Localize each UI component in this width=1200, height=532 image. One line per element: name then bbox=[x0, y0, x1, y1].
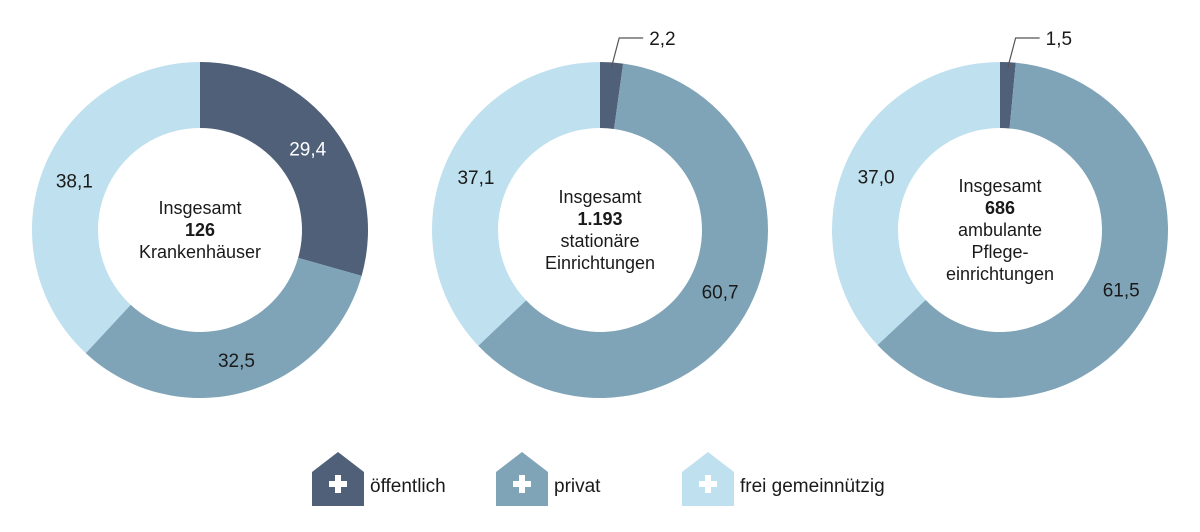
center-text-line: Pflege- bbox=[971, 242, 1028, 262]
slice-frei-gemeinnuetzig bbox=[832, 62, 1000, 346]
slice-value-label: 29,4 bbox=[289, 140, 326, 161]
slice-value-label: 2,2 bbox=[649, 29, 675, 50]
center-text-line: Insgesamt bbox=[158, 198, 241, 218]
donut-2: 2,2 60,7 37,1 Insgesamt1.193stationäreEinri… bbox=[432, 29, 769, 399]
center-text-line: stationäre bbox=[560, 231, 639, 251]
slice-value-label: 38,1 bbox=[56, 172, 93, 193]
center-total-value: 126 bbox=[185, 220, 215, 240]
slice-value-label: 60,7 bbox=[702, 283, 739, 304]
legend-item-oeffentlich: öffentlich bbox=[312, 452, 446, 506]
plus-icon bbox=[335, 475, 341, 493]
legend-item-frei-gemeinnuetzig: frei gemeinnützig bbox=[682, 452, 885, 506]
center-text-line: Insgesamt bbox=[958, 176, 1041, 196]
center-total-value: 686 bbox=[985, 198, 1015, 218]
center-text-line: einrichtungen bbox=[946, 264, 1054, 284]
leader-line bbox=[1007, 37, 1040, 69]
slice-privat bbox=[85, 257, 362, 398]
center-total-value: 1.193 bbox=[577, 209, 622, 229]
slice-value-label: 37,0 bbox=[858, 167, 895, 188]
center-text-line: Insgesamt bbox=[558, 187, 641, 207]
slice-oeffentlich bbox=[600, 62, 624, 129]
center-text-line: Einrichtungen bbox=[545, 253, 655, 273]
slice-privat bbox=[478, 63, 769, 399]
slice-privat bbox=[877, 62, 1168, 398]
slice-oeffentlich bbox=[200, 62, 368, 276]
slice-value-label: 1,5 bbox=[1046, 29, 1072, 50]
legend-label: öffentlich bbox=[370, 476, 446, 497]
legend-label: frei gemeinnützig bbox=[740, 476, 885, 497]
legend: öffentlich privat frei gemeinnützig bbox=[312, 452, 885, 506]
slice-value-label: 32,5 bbox=[218, 351, 255, 372]
slice-frei-gemeinnuetzig bbox=[31, 62, 200, 354]
donut-group: 29,432,538,1Insgesamt126Krankenhäuser2,2… bbox=[31, 29, 1168, 399]
legend-label: privat bbox=[554, 476, 601, 497]
leader-line bbox=[610, 37, 644, 69]
slice-frei-gemeinnuetzig bbox=[432, 62, 600, 346]
center-text-line: Krankenhäuser bbox=[139, 242, 261, 262]
legend-item-privat: privat bbox=[496, 452, 601, 506]
plus-icon bbox=[705, 475, 711, 493]
donut-3: 1,5 61,5 37,0 Insgesamt686ambulantePflege-e… bbox=[832, 29, 1168, 398]
plus-icon bbox=[519, 475, 525, 493]
center-text-line: ambulante bbox=[958, 220, 1042, 240]
slice-value-label: 61,5 bbox=[1103, 280, 1140, 301]
slice-oeffentlich bbox=[1000, 62, 1016, 129]
slice-value-label: 37,1 bbox=[457, 168, 494, 189]
